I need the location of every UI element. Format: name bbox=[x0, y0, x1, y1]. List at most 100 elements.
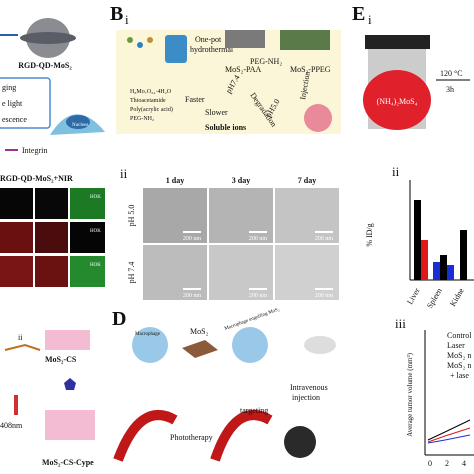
label: MoS₂-PPEG bbox=[290, 65, 331, 74]
cell bbox=[284, 426, 316, 458]
scale-label: 200 nm bbox=[183, 236, 202, 242]
sheet bbox=[45, 410, 95, 440]
bar bbox=[440, 255, 447, 280]
panel-b-ii: ii 1 day 3 day 7 day pH 5.0 200 nm 200 nm 200 … bbox=[120, 166, 339, 300]
label: escence bbox=[2, 115, 27, 124]
label: (NH₄)₂MoS₄ bbox=[377, 97, 418, 106]
label: 3h bbox=[446, 85, 454, 94]
legend-label: MoS₂ n bbox=[447, 361, 471, 370]
solution bbox=[363, 70, 431, 130]
macrophage bbox=[132, 327, 168, 363]
tem-image bbox=[209, 245, 273, 300]
panel-e: E i (NH₄)₂MoS₄ 120 °C 3h ii % ID/g Liver… bbox=[352, 3, 474, 468]
bar bbox=[460, 230, 467, 280]
sheet bbox=[225, 30, 265, 48]
label: Intravenous bbox=[290, 383, 328, 392]
legend-label: Poly(acrylic acid) bbox=[130, 106, 173, 113]
image bbox=[70, 256, 105, 287]
dot bbox=[137, 42, 143, 48]
x-tick-label: 0 bbox=[428, 459, 432, 468]
lid bbox=[365, 35, 430, 49]
label: HOK bbox=[90, 195, 101, 200]
panel-letter: B bbox=[110, 3, 123, 25]
panel-d: D Macrophage MoS₂ Macrophage engulfing M… bbox=[112, 307, 336, 462]
sheet bbox=[20, 32, 76, 44]
panel-a: RGD-QD-MoS₂ ging e light escence Nucleus… bbox=[0, 18, 105, 467]
legend-label: Laser bbox=[447, 341, 465, 350]
label: e light bbox=[2, 99, 23, 108]
label: MoS₂-CS-Cype bbox=[42, 458, 94, 467]
label: MoS₂-CS bbox=[45, 355, 77, 364]
line bbox=[427, 427, 471, 443]
label: 408nm bbox=[0, 421, 23, 430]
panel-letter: D bbox=[112, 308, 126, 330]
nucleus bbox=[66, 115, 90, 129]
row-label: pH 5.0 bbox=[127, 205, 136, 227]
label: Soluble ions bbox=[205, 123, 246, 132]
label: Slower bbox=[205, 108, 228, 117]
panel-letter: E bbox=[352, 3, 365, 25]
tem-image bbox=[143, 188, 207, 243]
dot bbox=[147, 37, 153, 43]
x-tick-label: 4 bbox=[462, 459, 466, 468]
tem-image bbox=[143, 245, 207, 300]
label: ii bbox=[120, 166, 128, 181]
label: hydrothermal bbox=[190, 45, 234, 54]
scale-label: 200 nm bbox=[249, 236, 268, 242]
macrophage bbox=[232, 327, 268, 363]
image-grid bbox=[0, 188, 105, 287]
label: ii bbox=[392, 164, 400, 179]
legend-label: MoS₂ n bbox=[447, 351, 471, 360]
vessel bbox=[210, 410, 273, 462]
line bbox=[427, 419, 471, 441]
bar bbox=[447, 265, 454, 280]
label: MoS₂-PAA bbox=[225, 65, 262, 74]
legend-label: PEG-NH₂ bbox=[130, 116, 154, 122]
axis-label: Average tumor volume (mm³) bbox=[406, 352, 414, 436]
legend-label: Control bbox=[447, 331, 472, 340]
bar bbox=[421, 240, 428, 280]
bar bbox=[414, 200, 421, 280]
scale-label: 200 nm bbox=[315, 293, 334, 299]
mouse bbox=[304, 336, 336, 354]
legend-label: H₈Mo₇O₂₄·4H₂O bbox=[130, 89, 172, 95]
dot bbox=[127, 37, 133, 43]
label: ii bbox=[18, 333, 23, 342]
image bbox=[0, 256, 33, 287]
label: One-pot bbox=[195, 35, 222, 44]
label: targeting bbox=[240, 406, 268, 415]
image bbox=[0, 222, 33, 253]
tem-image bbox=[275, 245, 339, 300]
legend-label: Thioacetamide bbox=[130, 98, 166, 104]
label: 120 °C bbox=[440, 69, 463, 78]
column-label: 7 day bbox=[298, 176, 316, 185]
row-label: pH 7.4 bbox=[127, 262, 136, 284]
label: Integrin bbox=[22, 146, 47, 155]
mouse bbox=[304, 104, 332, 132]
label: i bbox=[125, 12, 129, 27]
x-tick-label: 2 bbox=[445, 459, 449, 468]
image bbox=[0, 188, 33, 219]
line bbox=[427, 434, 471, 444]
bar bbox=[433, 262, 440, 280]
box bbox=[0, 77, 51, 129]
autoclave bbox=[165, 35, 187, 63]
label: PEG-NH₂ bbox=[250, 57, 282, 66]
vessel bbox=[113, 410, 178, 462]
label: injection bbox=[292, 393, 320, 402]
tem-image bbox=[275, 188, 339, 243]
image bbox=[70, 222, 105, 253]
column-label: 1 day bbox=[166, 176, 184, 185]
scale-label: 200 nm bbox=[249, 293, 268, 299]
mos2 bbox=[182, 340, 218, 358]
column-label: 3 day bbox=[232, 176, 250, 185]
image bbox=[35, 256, 68, 287]
label: HOK bbox=[90, 263, 101, 268]
image bbox=[70, 188, 105, 219]
laser bbox=[14, 395, 18, 415]
label: Faster bbox=[185, 95, 205, 104]
scale-label: 200 nm bbox=[183, 293, 202, 299]
panel-b: B i One-pot hydrothermal PEG-NH₂ MoS₂-PA… bbox=[110, 3, 341, 134]
label: ging bbox=[2, 83, 16, 92]
